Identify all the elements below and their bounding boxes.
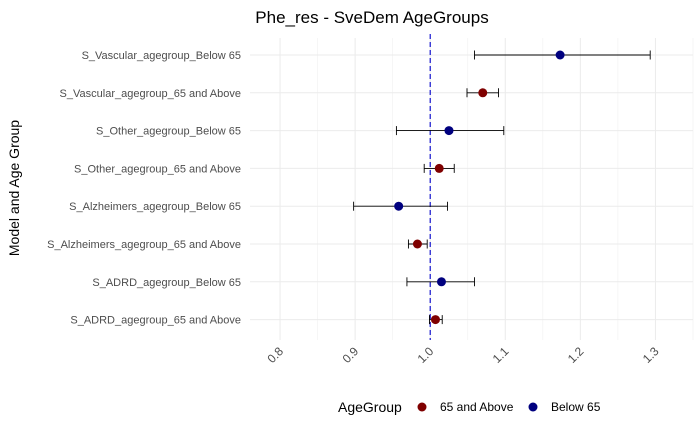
x-axis-labels: 0.8 0.9 1.0 1.1 1.2 1.3 [264,344,661,366]
y-tick-label: S_Alzheimers_agegroup_Below 65 [69,201,241,213]
plot-marks [353,50,651,325]
y-axis-labels: S_Vascular_agegroup_Below 65 S_Vascular_a… [47,50,241,327]
y-tick-label: S_ADRD_agegroup_65 and Above [70,315,241,327]
estimate-point [394,201,404,211]
x-tick-label: 1.2 [565,344,587,366]
grid [250,38,694,340]
y-tick-label: S_Vascular_agegroup_65 and Above [60,88,241,100]
x-tick-label: 1.0 [415,344,437,366]
estimate-point [412,239,422,249]
estimate-point [444,126,454,136]
legend-title: AgeGroup [338,399,402,415]
estimate-point [430,315,440,325]
x-tick-label: 0.9 [340,344,362,366]
legend-label: Below 65 [551,400,601,414]
estimate-point [478,88,488,98]
legend-key [528,402,538,412]
y-tick-label: S_Other_agegroup_65 and Above [74,163,241,175]
y-tick-label: S_Vascular_agegroup_Below 65 [82,50,241,62]
x-tick-label: 0.8 [264,344,286,366]
estimate-point [555,50,565,60]
y-tick-label: S_Alzheimers_agegroup_65 and Above [47,239,241,251]
legend: AgeGroup 65 and Above Below 65 [338,399,601,415]
estimate-point [436,277,446,287]
x-tick-label: 1.3 [640,344,662,366]
legend-label: 65 and Above [440,400,514,414]
x-tick-label: 1.1 [490,344,512,366]
estimate-point [434,163,444,173]
chart-title: Phe_res - SveDem AgeGroups [255,8,488,27]
y-tick-label: S_ADRD_agegroup_Below 65 [92,277,241,289]
y-tick-label: S_Other_agegroup_Below 65 [96,126,241,138]
y-axis-title: Model and Age Group [6,120,22,256]
legend-key [417,402,427,412]
